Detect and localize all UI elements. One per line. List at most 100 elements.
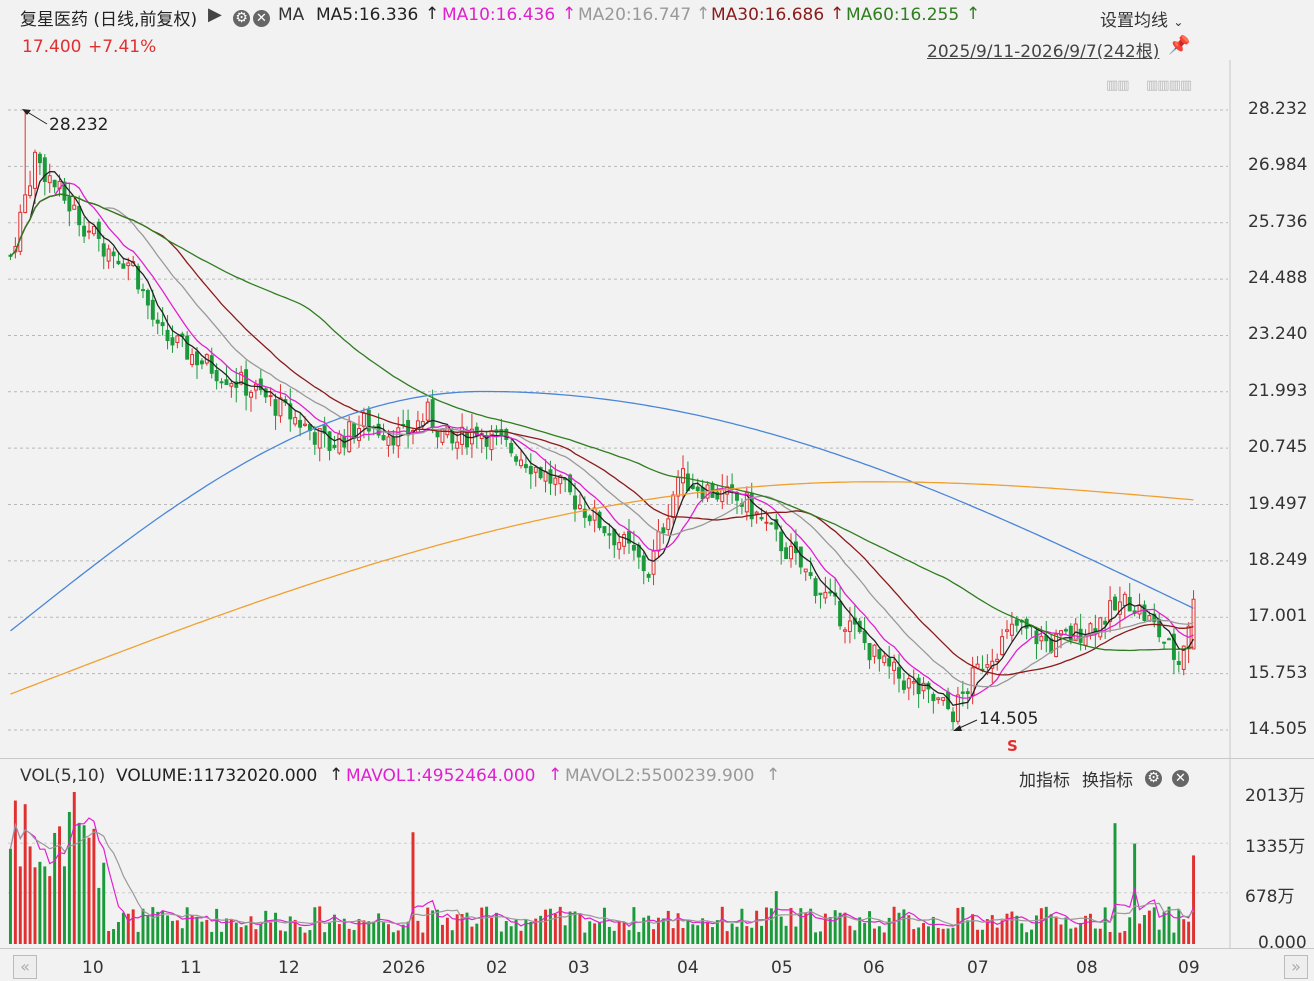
volume-bar: [97, 887, 101, 944]
candle-body: [175, 335, 180, 343]
close-icon[interactable]: ✕: [253, 7, 270, 27]
scroll-right-icon[interactable]: »: [1284, 955, 1308, 979]
volume-bar: [573, 911, 577, 944]
volume-bar: [863, 923, 867, 944]
volume-bar: [656, 917, 660, 944]
volume-bar: [568, 911, 572, 944]
candle-body: [126, 262, 131, 267]
candle-body: [288, 403, 293, 420]
candle-body: [656, 531, 661, 552]
stock-title[interactable]: 复星医药 (日线,前复权): [20, 10, 198, 30]
volume-bar: [701, 918, 705, 944]
gear-icon[interactable]: ⚙: [1145, 767, 1162, 787]
candle-body: [592, 507, 597, 521]
candle-body: [185, 335, 190, 360]
volume-bar: [1034, 915, 1038, 944]
candle-body: [1098, 617, 1103, 638]
volume-bar: [1059, 924, 1063, 944]
volume-bar: [946, 928, 950, 944]
volume-bar: [151, 907, 155, 944]
y-tick-label: 28.232: [1248, 99, 1308, 119]
candle-body: [1103, 620, 1108, 625]
volume-bar: [877, 926, 881, 944]
volume-bar: [872, 928, 876, 944]
volume-bar: [617, 921, 621, 944]
candle-body: [293, 417, 298, 425]
zoom-out-icon[interactable]: ▥▥: [1106, 78, 1130, 93]
volume-bar: [332, 914, 336, 944]
candle-body: [499, 429, 504, 436]
vol-tick-label: 1335万: [1245, 837, 1306, 858]
volume-bar: [956, 907, 960, 944]
volume-bar: [750, 927, 754, 944]
ma10-value: MA10:16.436: [442, 5, 556, 25]
ma5-line: [10, 170, 1195, 707]
candle-body: [617, 542, 622, 550]
candle-body: [337, 433, 342, 454]
gear-icon[interactable]: ⚙: [233, 7, 250, 27]
x-tick-label: 09: [1178, 958, 1200, 978]
switch-indicator-button[interactable]: 换指标: [1082, 771, 1133, 791]
volume-bar: [887, 917, 891, 944]
mavol1-arrow-icon: ↑: [548, 765, 563, 785]
close-icon[interactable]: ✕: [1172, 767, 1189, 787]
candle-body: [1059, 630, 1063, 636]
chevron-down-icon: ⌄: [1173, 15, 1184, 29]
candle-body: [587, 515, 592, 522]
volume-bar: [254, 929, 258, 944]
s-marker-icon[interactable]: S: [1007, 737, 1018, 755]
candle-body: [700, 487, 705, 500]
ma60-arrow-icon: ↑: [966, 4, 981, 24]
ma30-line: [10, 193, 1194, 676]
ma30-value: MA30:16.686: [711, 5, 825, 25]
date-range[interactable]: 2025/9/11-2026/9/7(242根): [927, 42, 1160, 62]
volume-bar: [303, 932, 307, 944]
volume-bar: [352, 929, 356, 944]
candle-body: [548, 469, 553, 484]
volume-bar: [406, 921, 410, 944]
volume-bar: [647, 915, 651, 944]
candle-body: [190, 354, 195, 365]
volume-bar: [828, 917, 832, 944]
volume-bar: [578, 913, 582, 944]
play-triangle-icon[interactable]: ▶: [208, 4, 222, 25]
volume-bar: [1069, 928, 1073, 944]
candle-body: [1068, 625, 1073, 641]
volume-bar: [269, 922, 273, 944]
add-indicator-button[interactable]: 加指标: [1019, 771, 1070, 791]
vol-tick-label: 2013万: [1245, 786, 1306, 806]
vol-label: VOL(5,10): [20, 766, 106, 786]
volume-bar: [725, 931, 729, 944]
volume-bar: [185, 907, 189, 944]
candle-body: [91, 225, 96, 235]
pin-icon[interactable]: 📌: [1168, 35, 1191, 56]
volume-bar: [416, 920, 420, 944]
volume-bar: [190, 915, 194, 944]
volume-bar: [283, 931, 287, 944]
zoom-in-icon[interactable]: ▥▥▥▥: [1146, 78, 1192, 93]
volume-bar: [1138, 923, 1142, 944]
volume-bar: [166, 915, 170, 944]
volume-bar: [823, 913, 827, 944]
candle-body: [764, 521, 769, 524]
set-ma-button[interactable]: 设置均线 ⌄: [1100, 11, 1184, 31]
candle-body: [430, 399, 435, 428]
volume-bar: [764, 907, 768, 944]
candle-body: [332, 444, 337, 448]
candle-body: [941, 697, 946, 701]
candle-body: [62, 181, 67, 201]
volume-bar: [814, 932, 818, 944]
scroll-left-icon[interactable]: «: [13, 955, 37, 979]
volume-bar: [455, 914, 459, 944]
candle-body: [72, 204, 77, 210]
candle-body: [882, 655, 887, 664]
volume-bar: [121, 912, 125, 944]
candle-body: [965, 691, 970, 695]
volume-bar: [1152, 907, 1156, 944]
volume-bar: [205, 919, 209, 944]
volume-bar: [691, 924, 695, 944]
volume-bar: [858, 917, 862, 944]
candle-body: [641, 555, 646, 572]
volume-bar: [470, 926, 474, 944]
